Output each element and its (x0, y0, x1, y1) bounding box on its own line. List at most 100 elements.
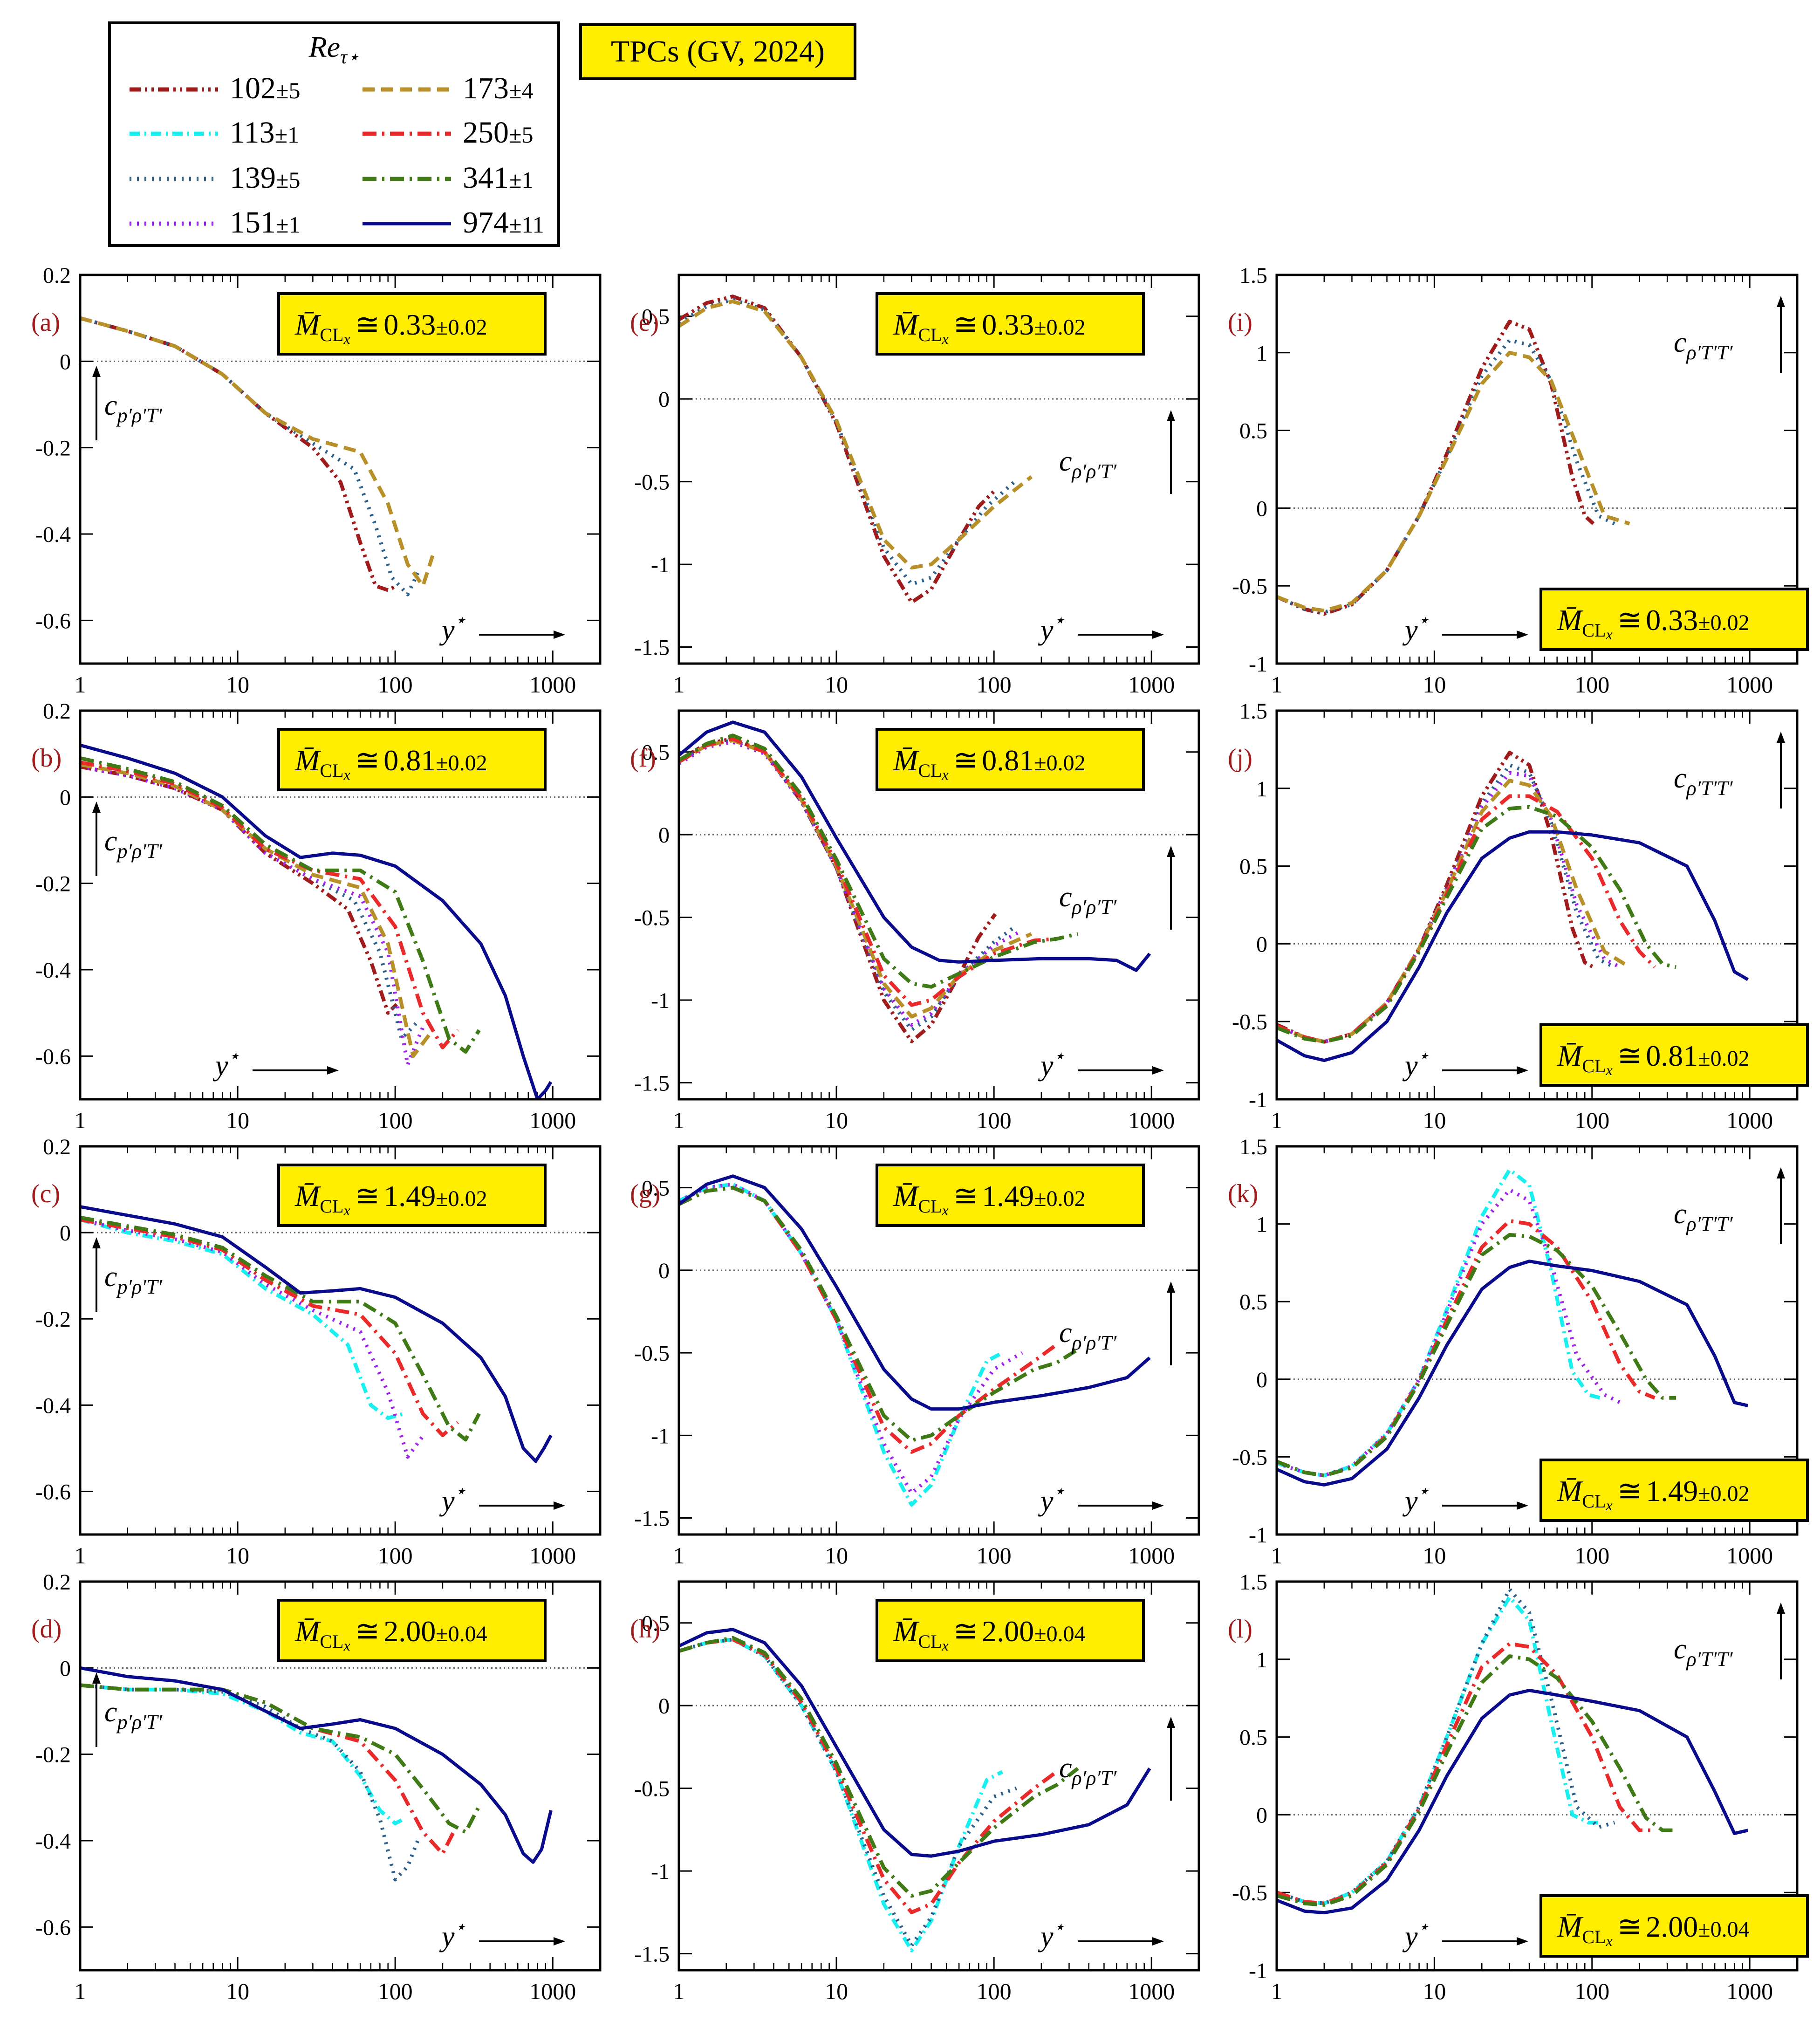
series-line-250 (1277, 1219, 1656, 1478)
legend-label: 974±11 (463, 206, 544, 240)
y-tick-label: 0 (658, 1259, 670, 1283)
y-tick-label: 0 (1256, 496, 1267, 521)
mach-number-label: M̄CLx ≅ 1.49±0.02 (1557, 1474, 1750, 1514)
x-tick-label: 1000 (1128, 1107, 1175, 1133)
arrow-up-icon (1167, 846, 1175, 857)
series-line-974 (679, 720, 1151, 972)
arrow-right-icon (554, 1501, 565, 1510)
series-line-974 (80, 1666, 553, 1864)
panel-f: 1 10 100 1000 0.5 0 -0.5 -1 -1.5 (f) M̄CLx ≅ 0.81±0.… (630, 709, 1200, 1133)
mach-number-label: M̄CLx ≅ 0.33±0.02 (893, 308, 1086, 347)
svg-text:cp′ρ′T′: cp′ρ′T′ (104, 390, 163, 427)
arrow-up-icon (1777, 1603, 1785, 1614)
y-tick-label: 0 (658, 823, 670, 848)
svg-text:y⋆: y⋆ (1038, 1045, 1065, 1082)
series-line-341 (1277, 805, 1676, 1044)
mach-number-box: M̄CLx ≅ 1.49±0.02 (1539, 1459, 1809, 1522)
series-line-113 (1277, 1595, 1601, 1905)
plot-frame (1275, 274, 1799, 665)
y-tick-label: -1 (651, 553, 670, 577)
svg-text:cρ′ρ′T′: cρ′ρ′T′ (1059, 1317, 1117, 1354)
y-tick-label: -0.5 (634, 470, 670, 495)
series-line-102 (1277, 320, 1595, 616)
mach-number-box: M̄CLx ≅ 0.33±0.02 (876, 292, 1145, 356)
x-tick-label: 10 (1423, 1978, 1446, 2004)
y-tick-label: 0.2 (43, 1570, 71, 1595)
series-line-974 (679, 1174, 1151, 1411)
panel-b: 1 10 100 1000 0.2 0 -0.2 -0.4 -0.6 (b) M̄CLx ≅ 0.81±… (31, 699, 602, 1133)
x-tick-label: 1000 (1128, 1542, 1175, 1569)
x-tick-label: 10 (1423, 1107, 1446, 1133)
x-tick-label: 10 (825, 1107, 848, 1133)
y-axis-quantity-label: cρ′ρ′T′ (1059, 1717, 1175, 1801)
y-axis-quantity-label: cρ′T′T′ (1674, 1603, 1785, 1679)
x-tick-label: 1 (75, 1107, 86, 1133)
y-tick-label: 1.5 (1239, 699, 1267, 724)
legend-label: 113±1 (230, 116, 300, 150)
series-line-974 (1277, 1260, 1749, 1487)
legend-entry: 250±5 (353, 115, 558, 152)
y-tick-label: 0.5 (1239, 1726, 1267, 1750)
svg-text:y⋆: y⋆ (439, 610, 466, 646)
arrow-up-icon (1167, 1281, 1175, 1293)
series-line-974 (1277, 1689, 1749, 1915)
x-tick-label: 100 (378, 671, 413, 698)
mach-number-label: M̄CLx ≅ 0.33±0.02 (1557, 603, 1750, 643)
plot-frame (677, 1580, 1200, 1972)
series-line-151 (80, 1218, 425, 1459)
source-badge: TPCs (GV, 2024) (579, 23, 856, 80)
mach-number-box: M̄CLx ≅ 2.00±0.04 (277, 1599, 547, 1662)
x-axis-label: y⋆ (1402, 1480, 1528, 1517)
x-tick-label: 1 (673, 1542, 685, 1569)
y-tick-label: 1.5 (1239, 263, 1267, 288)
panel-label: (c) (31, 1179, 60, 1208)
series-line-341 (1277, 1654, 1676, 1907)
x-tick-label: 10 (226, 671, 249, 698)
y-tick-label: -0.5 (1232, 1445, 1267, 1470)
svg-text:cρ′T′T′: cρ′T′T′ (1674, 1198, 1733, 1235)
x-tick-label: 10 (226, 1542, 249, 1569)
x-tick-label: 1000 (1726, 1107, 1773, 1133)
x-tick-label: 1000 (1726, 671, 1773, 698)
mach-number-box: M̄CLx ≅ 2.00±0.04 (876, 1599, 1145, 1662)
x-tick-label: 1000 (529, 1542, 576, 1569)
arrow-right-icon (1152, 1937, 1164, 1946)
series-line-173 (1277, 779, 1631, 1044)
series-line-139 (80, 316, 420, 596)
legend-entry: 341±1 (353, 160, 558, 198)
y-tick-label: 1 (1256, 341, 1267, 366)
y-tick-label: -0.5 (1232, 1881, 1267, 1905)
mach-number-label: M̄CLx ≅ 2.00±0.04 (1557, 1910, 1750, 1949)
legend-entry: 113±1 (120, 115, 325, 152)
panel-j: 1 10 100 1000 1.5 1 0.5 0 -0.5 -1 (j) M̄CLx ≅ 0.81±0.… (1228, 699, 1809, 1133)
y-tick-label: -0.6 (35, 1044, 71, 1069)
panel-label: (j) (1228, 744, 1252, 773)
x-tick-label: 10 (825, 671, 848, 698)
legend-swatch (130, 131, 218, 136)
y-tick-label: 0.2 (43, 1135, 71, 1159)
plot-frame (79, 274, 602, 665)
legend-label: 151±1 (230, 206, 301, 240)
y-tick-label: 0.5 (642, 1176, 670, 1201)
y-tick-label: -0.2 (35, 1743, 71, 1768)
series-line-102 (80, 316, 397, 592)
panel-h: 1 10 100 1000 0.5 0 -0.5 -1 -1.5 (h) M̄CLx ≅ 2.00±0.… (630, 1580, 1200, 2004)
series-line-151 (679, 1182, 1023, 1495)
y-tick-label: -0.5 (1232, 574, 1267, 599)
series-line-341 (679, 733, 1079, 989)
arrow-right-icon (1517, 1501, 1528, 1510)
panel-e: 1 10 100 1000 0.5 0 -0.5 -1 -1.5 (e) M̄CLx ≅ 0.33±0.… (630, 274, 1200, 698)
mach-number-label: M̄CLx ≅ 2.00±0.04 (893, 1615, 1086, 1654)
arrow-right-icon (327, 1066, 339, 1075)
arrow-right-icon (1152, 1066, 1164, 1075)
y-tick-label: -0.5 (634, 1777, 670, 1802)
x-tick-label: 100 (378, 1978, 413, 2004)
x-tick-label: 1 (75, 1542, 86, 1569)
y-tick-label: 0.2 (43, 699, 71, 724)
x-tick-label: 1000 (529, 1978, 576, 2004)
x-axis-label: y⋆ (1402, 610, 1528, 646)
series-line-151 (80, 765, 425, 1067)
x-tick-label: 1 (1271, 1978, 1283, 2004)
mach-number-label: M̄CLx ≅ 1.49±0.02 (294, 1179, 487, 1219)
panel-i: 1 10 100 1000 1.5 1 0.5 0 -0.5 -1 (i) M̄CLx ≅ 0.33±0.… (1228, 263, 1809, 698)
